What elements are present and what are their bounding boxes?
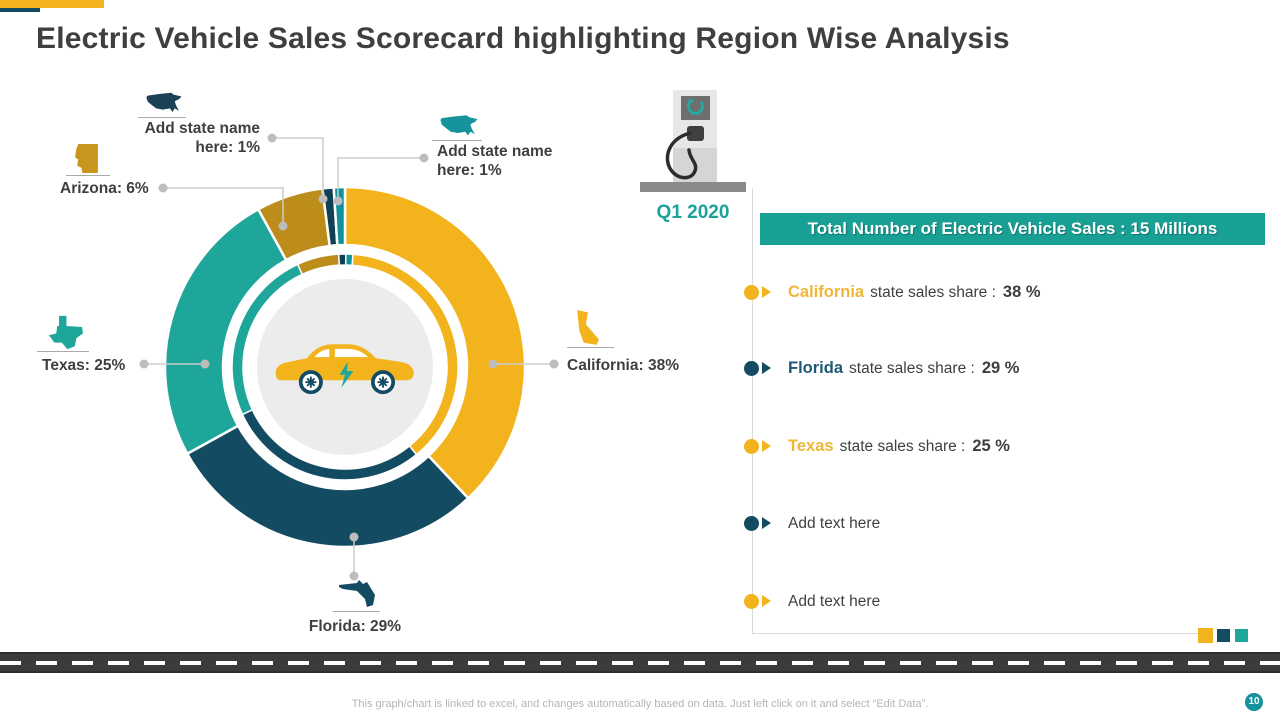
bullet-circle-icon	[744, 438, 759, 454]
station-screen	[681, 96, 710, 120]
leader-add-state-1	[272, 137, 324, 197]
bullet-arrow-icon	[762, 362, 771, 374]
florida-state-icon	[339, 580, 375, 607]
texas-state-icon	[48, 315, 83, 350]
connector-horizontal-line	[752, 633, 1198, 634]
icon-underline	[432, 140, 482, 141]
share-value: 29 %	[981, 358, 1020, 377]
bullet-arrow-icon	[762, 595, 771, 607]
california-state-icon	[577, 310, 599, 345]
bullet-circle-icon	[744, 593, 759, 609]
callout-texas: Texas: 25%	[42, 357, 126, 374]
charging-cable	[665, 131, 698, 180]
total-sales-banner: Total Number of Electric Vehicle Sales :…	[760, 213, 1265, 245]
mini-square-gold	[1198, 628, 1213, 643]
share-value: 38 %	[1002, 282, 1041, 301]
legend-row-text: California state sales share : 38 %	[788, 283, 1041, 302]
road-dashes	[0, 661, 1280, 665]
legend-row-placeholder-2[interactable]: Add text here	[744, 589, 880, 613]
connector-vertical-line	[752, 188, 753, 634]
callout-florida: Florida: 29%	[308, 618, 402, 635]
legend-row-text: Add text here	[788, 592, 880, 611]
station-socket	[687, 126, 704, 141]
road-divider	[0, 652, 1280, 673]
callout-add-state-2[interactable]: Add state name here: 1%	[437, 142, 587, 180]
arizona-state-icon	[75, 144, 98, 173]
donut-slice-add-state-name-here	[344, 253, 354, 267]
legend-row-text: Texas state sales share : 25 %	[788, 437, 1010, 456]
charging-station-icon	[640, 90, 746, 192]
lightning-bolt-icon	[339, 361, 354, 388]
legend-row-text: Florida state sales share : 29 %	[788, 359, 1019, 378]
row-description: Add text here	[788, 514, 881, 532]
row-description: state sales share :	[870, 283, 996, 301]
callout-line: here: 1%	[437, 162, 502, 179]
bullet-arrow-icon	[762, 517, 771, 529]
leader-arizona	[163, 187, 284, 224]
donut-slice-add-state-name-here	[337, 253, 347, 266]
state-name: Florida	[788, 358, 844, 377]
legend-row-california: California state sales share : 38 %	[744, 280, 1041, 304]
leader-add-state-2	[337, 157, 424, 199]
usa-map-icon	[440, 115, 478, 136]
callout-california: California: 38%	[567, 357, 679, 374]
bullet-circle-icon	[744, 515, 759, 531]
donut-slice-texas	[163, 207, 288, 456]
donut-slice-california	[343, 185, 527, 500]
icon-underline	[37, 351, 89, 352]
station-base	[640, 182, 746, 192]
car-wheel	[370, 370, 396, 395]
state-name: California	[788, 282, 865, 301]
legend-row-texas: Texas state sales share : 25 %	[744, 434, 1010, 458]
legend-row-placeholder-1[interactable]: Add text here	[744, 511, 880, 535]
leader-lines	[144, 137, 554, 574]
row-description: Add text here	[788, 592, 881, 610]
electric-car-icon	[275, 344, 414, 395]
mini-square-navy	[1217, 629, 1230, 642]
footer-note: This graph/chart is linked to excel, and…	[351, 698, 929, 710]
accent-bar-gold	[0, 0, 104, 8]
icon-underline	[333, 611, 380, 612]
bullet-circle-icon	[744, 284, 759, 300]
row-description: state sales share :	[849, 359, 975, 377]
callout-line: Add state name	[144, 120, 260, 137]
row-description: state sales share :	[839, 437, 966, 455]
car-wheel	[298, 370, 323, 395]
callout-add-state-1[interactable]: Add state name here: 1%	[120, 119, 260, 157]
period-label: Q1 2020	[656, 202, 730, 223]
donut-inner-ring	[231, 253, 459, 481]
mini-square-teal	[1235, 629, 1248, 642]
page-title: Electric Vehicle Sales Scorecard highlig…	[36, 22, 1010, 55]
legend-row-florida: Florida state sales share : 29 %	[744, 356, 1019, 380]
usa-map-icon	[146, 92, 182, 112]
callout-line: here: 1%	[195, 139, 260, 156]
icon-underline	[66, 175, 110, 176]
legend-row-text: Add text here	[788, 514, 880, 533]
callout-arizona: Arizona: 6%	[60, 180, 149, 197]
bullet-arrow-icon	[762, 440, 771, 452]
page-number-badge: 10	[1245, 693, 1263, 711]
bullet-circle-icon	[744, 360, 759, 376]
icon-underline	[138, 117, 186, 118]
leader-dots	[139, 133, 559, 581]
state-name: Texas	[788, 436, 834, 455]
donut-slice-florida	[185, 424, 470, 549]
bullet-arrow-icon	[762, 286, 771, 298]
donut-chart[interactable]	[0, 0, 760, 660]
icon-underline	[567, 347, 614, 348]
donut-slice-arizona	[296, 253, 341, 276]
callout-line: Add state name	[437, 143, 553, 160]
share-value: 25 %	[972, 436, 1010, 455]
accent-bar-navy	[0, 8, 40, 12]
